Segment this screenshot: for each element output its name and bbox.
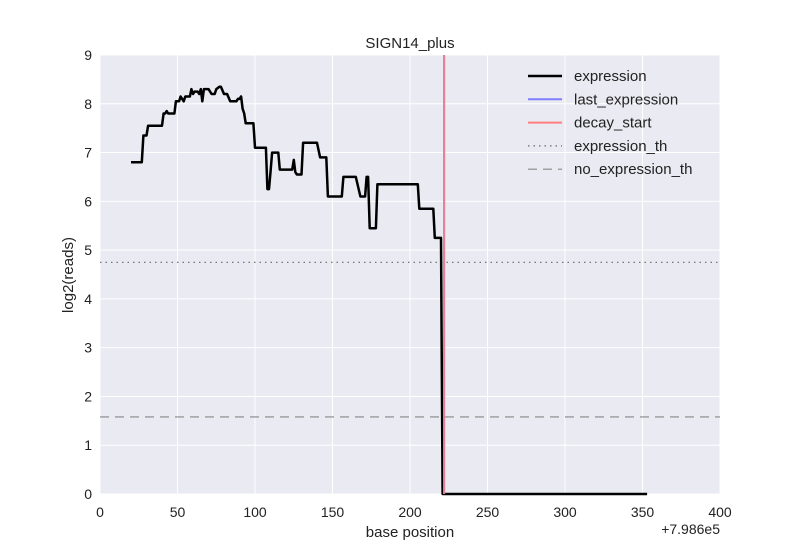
series-expression <box>131 85 648 496</box>
x-tick-label: 200 <box>398 504 422 520</box>
y-axis-label: log2(reads) <box>60 237 77 313</box>
y-tick-label: 0 <box>84 486 92 502</box>
chart-title: SIGN14_plus <box>365 35 454 52</box>
y-tick-label: 5 <box>84 242 92 258</box>
y-tick-label: 1 <box>84 437 92 453</box>
y-tick-label: 9 <box>84 47 92 63</box>
tick-labels: 0 50 100 150 200 250 300 350 400 0 1 2 3 4 5 6 7 8 9 <box>84 47 732 520</box>
x-tick-label: 150 <box>321 504 345 520</box>
legend-label-last-expression: last_expression <box>574 91 678 108</box>
y-tick-label: 7 <box>84 145 92 161</box>
x-tick-label: 300 <box>553 504 577 520</box>
legend: expression last_expression decay_startexpr… <box>528 68 692 178</box>
y-tick-label: 8 <box>84 96 92 112</box>
legend-label-decay-start: decay_start <box>574 115 652 132</box>
grid <box>99 54 721 495</box>
x-axis-offset-label: +7.986e5 <box>661 521 720 537</box>
y-tick-label: 4 <box>84 291 92 307</box>
x-tick-label: 400 <box>708 504 732 520</box>
y-tick-label: 2 <box>84 388 92 404</box>
x-tick-label: 0 <box>96 504 104 520</box>
x-tick-label: 250 <box>476 504 500 520</box>
x-tick-label: 50 <box>170 504 186 520</box>
legend-label-expression: expression <box>574 68 647 85</box>
series-layer <box>100 55 720 496</box>
x-axis-label: base position <box>366 524 454 541</box>
x-tick-label: 100 <box>243 504 267 520</box>
y-tick-label: 6 <box>84 193 92 209</box>
legend-label-expression-th: expression_th <box>574 138 667 155</box>
x-tick-label: 350 <box>631 504 655 520</box>
y-tick-label: 3 <box>84 340 92 356</box>
legend-label-no-expression-th: no_expression_th <box>574 161 692 178</box>
